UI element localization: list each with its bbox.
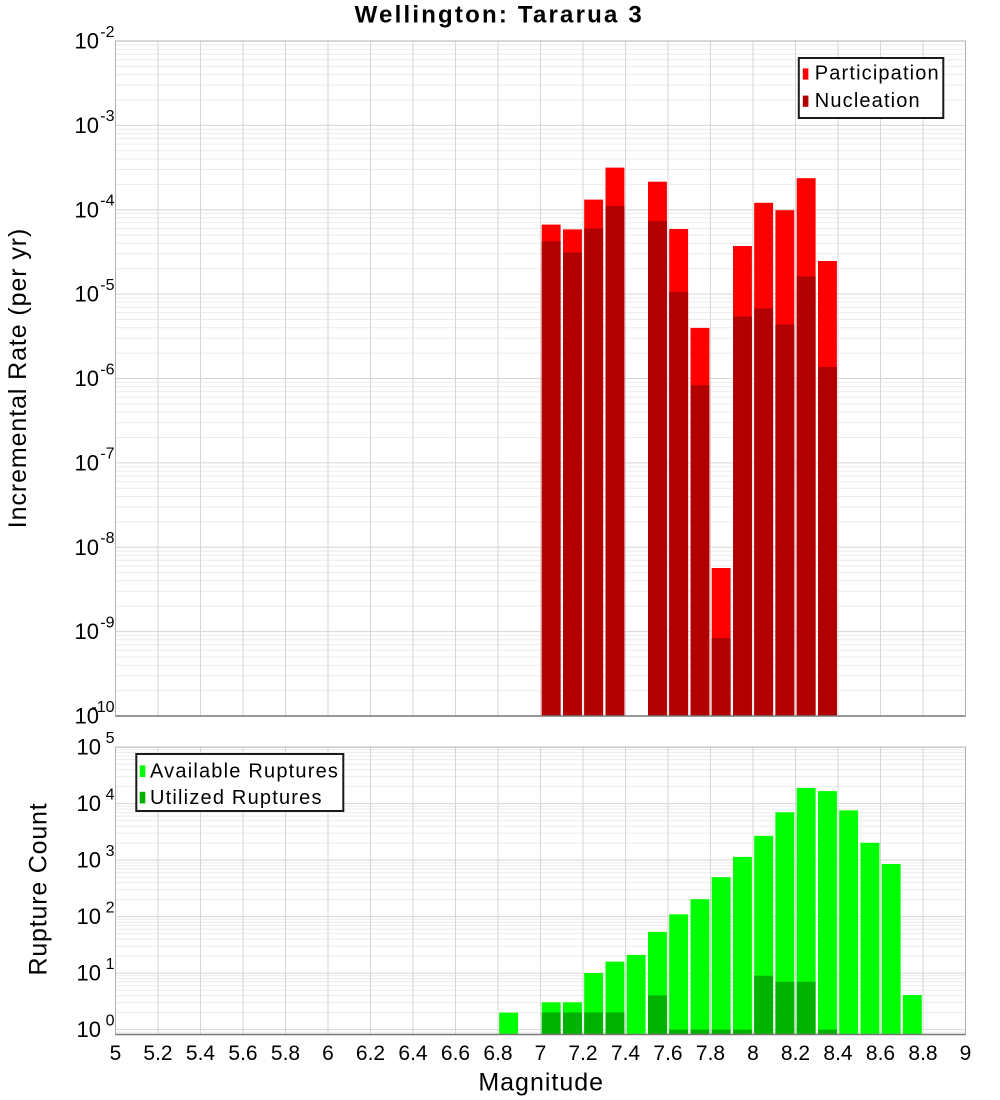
- svg-text:9: 9: [960, 1042, 972, 1065]
- svg-text:10: 10: [75, 619, 99, 644]
- svg-text:10: 10: [75, 197, 99, 222]
- svg-text:-8: -8: [100, 530, 114, 547]
- svg-text:5.4: 5.4: [186, 1042, 216, 1065]
- svg-text:5.8: 5.8: [271, 1042, 300, 1065]
- svg-text:10: 10: [75, 704, 99, 729]
- svg-text:10: 10: [75, 535, 99, 560]
- svg-text:5.2: 5.2: [143, 1042, 172, 1065]
- svg-text:10: 10: [77, 1017, 101, 1042]
- svg-text:7.8: 7.8: [696, 1042, 725, 1065]
- svg-text:Utilized Ruptures: Utilized Ruptures: [150, 787, 323, 809]
- svg-text:-3: -3: [100, 108, 114, 125]
- svg-text:-2: -2: [100, 24, 114, 41]
- svg-text:6.2: 6.2: [356, 1042, 385, 1065]
- svg-text:8.8: 8.8: [908, 1042, 937, 1065]
- svg-text:0: 0: [106, 1012, 115, 1029]
- svg-text:7: 7: [535, 1042, 547, 1065]
- svg-text:10: 10: [77, 735, 101, 760]
- svg-text:10: 10: [75, 366, 99, 391]
- svg-text:10: 10: [75, 282, 99, 307]
- svg-text:6.6: 6.6: [441, 1042, 470, 1065]
- svg-text:-4: -4: [100, 193, 114, 210]
- svg-text:7.6: 7.6: [653, 1042, 682, 1065]
- svg-text:6.8: 6.8: [483, 1042, 512, 1065]
- svg-text:Available Ruptures: Available Ruptures: [150, 760, 339, 782]
- svg-text:Incremental Rate (per yr): Incremental Rate (per yr): [4, 228, 32, 528]
- svg-text:10: 10: [77, 791, 101, 816]
- svg-text:5: 5: [110, 1042, 122, 1065]
- svg-text:Magnitude: Magnitude: [478, 1068, 604, 1096]
- svg-text:-5: -5: [100, 277, 114, 294]
- svg-text:10: 10: [77, 961, 101, 986]
- svg-text:10: 10: [77, 848, 101, 873]
- svg-text:10: 10: [75, 113, 99, 138]
- svg-text:Rupture Count: Rupture Count: [24, 803, 52, 976]
- svg-text:5.6: 5.6: [228, 1042, 257, 1065]
- svg-text:8: 8: [747, 1042, 759, 1065]
- svg-text:Wellington: Tararua 3: Wellington: Tararua 3: [355, 1, 644, 28]
- svg-text:8.6: 8.6: [866, 1042, 895, 1065]
- svg-text:5: 5: [106, 730, 115, 747]
- svg-text:-9: -9: [100, 614, 114, 631]
- svg-text:Nucleation: Nucleation: [815, 90, 921, 112]
- svg-text:-10: -10: [91, 699, 114, 716]
- svg-text:-7: -7: [100, 446, 114, 463]
- svg-text:7.4: 7.4: [611, 1042, 641, 1065]
- svg-text:8.2: 8.2: [781, 1042, 810, 1065]
- svg-text:1: 1: [106, 956, 115, 973]
- svg-text:6.4: 6.4: [398, 1042, 428, 1065]
- svg-text:2: 2: [106, 899, 115, 916]
- svg-text:8.4: 8.4: [823, 1042, 853, 1065]
- svg-text:6: 6: [322, 1042, 334, 1065]
- svg-text:10: 10: [77, 904, 101, 929]
- svg-text:4: 4: [106, 786, 115, 803]
- svg-text:-6: -6: [100, 361, 114, 378]
- svg-text:10: 10: [75, 451, 99, 476]
- svg-text:Participation: Participation: [815, 63, 940, 85]
- svg-text:7.2: 7.2: [568, 1042, 597, 1065]
- svg-text:3: 3: [106, 843, 115, 860]
- svg-text:10: 10: [75, 29, 99, 54]
